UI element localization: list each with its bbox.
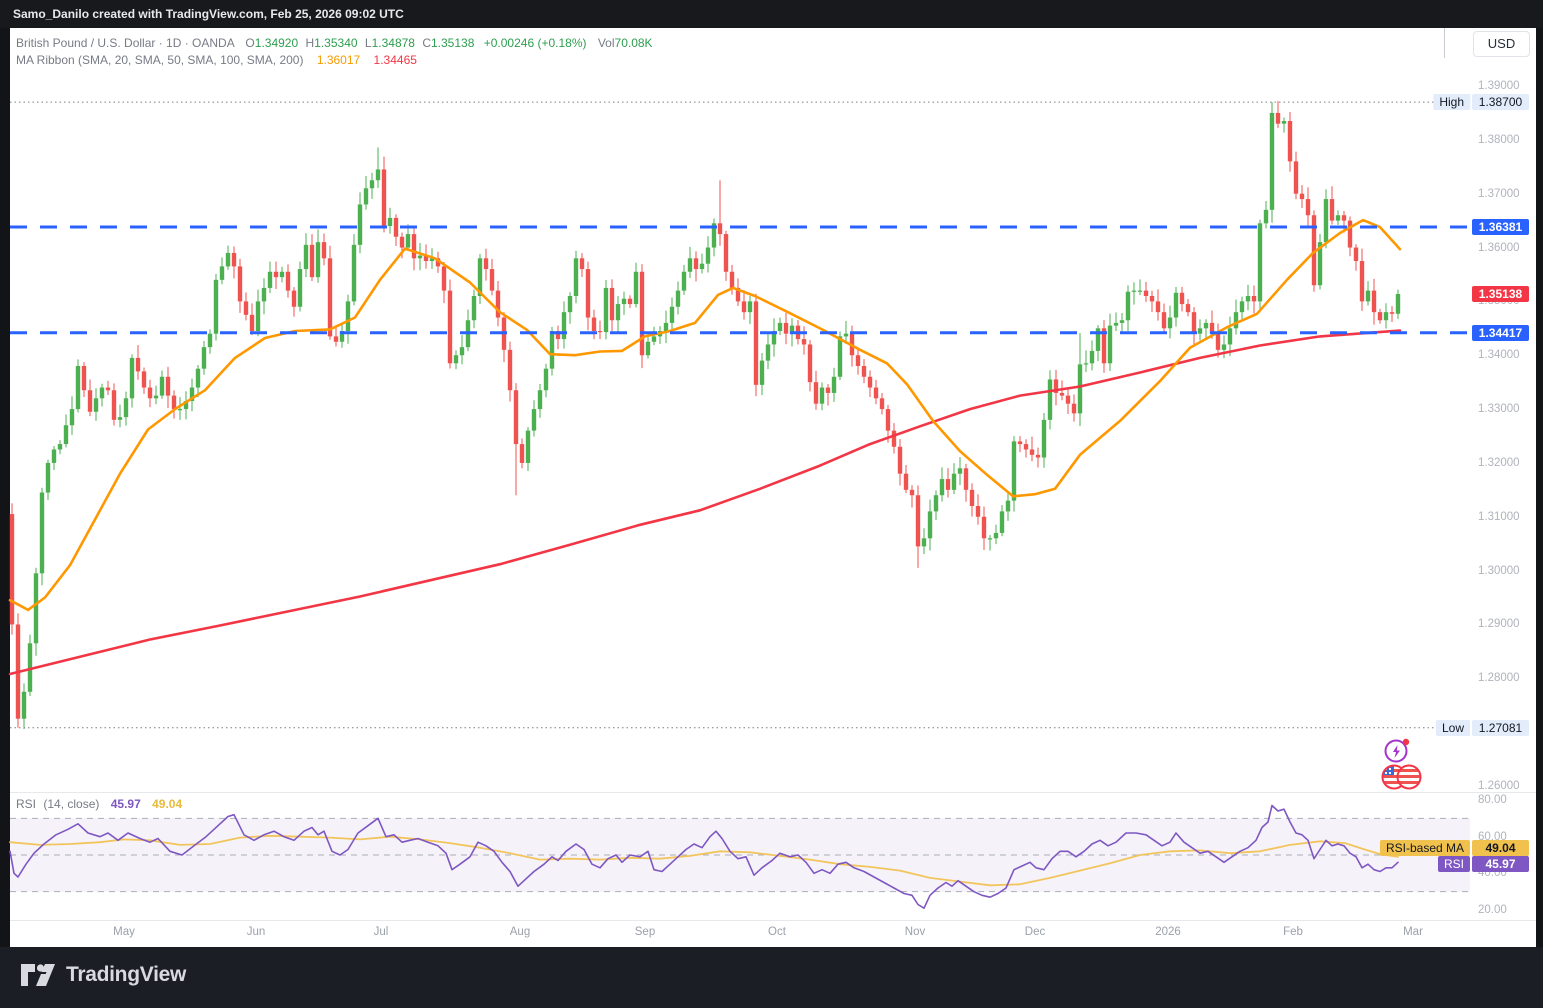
time-axis-month: Jun (246, 926, 266, 938)
credit-text: Samo_Danilo created with TradingView.com… (13, 7, 404, 21)
currency-button[interactable]: USD (1473, 31, 1530, 57)
indicator-legend[interactable]: MA Ribbon (SMA, 20, SMA, 50, SMA, 100, S… (16, 53, 417, 67)
price-tick: 1.28000 (1478, 672, 1520, 685)
low-value-label: 1.27081 (1472, 719, 1529, 736)
price-tick: 1.39000 (1478, 80, 1520, 92)
low-label: L (364, 36, 372, 50)
last-price-label: 1.35138 (1472, 285, 1529, 302)
low-value: 1.34878 (371, 36, 415, 50)
high-name-label: High (1433, 94, 1470, 111)
time-axis-month: May (113, 926, 135, 938)
indicator-value-1: 1.36017 (316, 53, 361, 67)
low-name-label: Low (1435, 719, 1470, 736)
rsi-float-value: 45.97 (1472, 856, 1529, 872)
price-tick: 1.31000 (1478, 510, 1520, 523)
indicator-name: MA Ribbon (SMA, 20, SMA, 50, SMA, 100, S… (16, 53, 304, 67)
rsi-tick: 60.00 (1478, 830, 1507, 843)
rsi-title: RSI (16, 797, 37, 811)
pane-separator[interactable] (10, 792, 1536, 793)
time-axis-month: Nov (904, 926, 926, 938)
time-axis-month: Jul (373, 926, 389, 938)
time-axis-month: Dec (1024, 926, 1046, 938)
axis-corner-line (1444, 28, 1445, 58)
rsi-value: 45.97 (110, 797, 141, 811)
bottom-bar (0, 947, 1543, 1008)
time-axis-month: Mar (1403, 926, 1423, 938)
price-tick: 1.38000 (1478, 133, 1520, 146)
rsi-legend[interactable]: RSI (14, close) 45.97 49.04 (16, 797, 182, 811)
open-value: 1.34920 (254, 36, 299, 50)
time-axis-separator (10, 920, 1536, 921)
time-axis-month: Feb (1283, 926, 1303, 938)
tradingview-logo-mark (21, 964, 55, 986)
rsi-params: (14, close) (43, 797, 100, 811)
time-axis-month: Sep (634, 926, 656, 938)
open-label: O (245, 36, 255, 50)
time-axis-month: 2026 (1155, 926, 1181, 938)
resistance-price-label: 1.36381 (1472, 219, 1529, 236)
support-price-label: 1.34417 (1472, 324, 1529, 341)
price-tick: 1.36000 (1478, 241, 1520, 254)
indicator-value-2: 1.34465 (373, 53, 417, 67)
change-value: +0.00246 (+0.18%) (483, 36, 587, 50)
volume-label: Vol (597, 36, 615, 50)
boost-lightning-icon[interactable] (1383, 737, 1411, 765)
time-axis-month: Aug (509, 926, 531, 938)
price-tick: 1.33000 (1478, 403, 1520, 416)
credit-bar: Samo_Danilo created with TradingView.com… (0, 0, 1543, 28)
price-tick: 1.30000 (1478, 564, 1520, 577)
price-tick: 1.29000 (1478, 618, 1520, 631)
rsi-float-label: RSI (1437, 856, 1470, 872)
tradingview-logo-text: TradingView (66, 963, 187, 986)
rsi-ma-float-value: 49.04 (1472, 840, 1529, 856)
high-value: 1.35340 (314, 36, 358, 50)
close-label: C (422, 36, 431, 50)
rsi-ma-value: 49.04 (152, 797, 183, 811)
price-tick: 1.34000 (1478, 349, 1520, 362)
chart-background (10, 28, 1536, 947)
price-tick: 1.32000 (1478, 456, 1520, 469)
close-value: 1.35138 (431, 36, 475, 50)
rsi-ma-float-label: RSI-based MA (1379, 840, 1470, 856)
time-axis-month: Oct (768, 926, 786, 938)
currency-pair-flags-icon (1381, 764, 1422, 790)
rsi-tick: 80.00 (1478, 794, 1507, 806)
rsi-tick: 20.00 (1478, 904, 1507, 916)
tradingview-logo[interactable]: TradingView (20, 962, 186, 988)
volume-value: 70.08K (614, 36, 653, 50)
high-label: H (305, 36, 315, 50)
price-tick: 1.26000 (1478, 780, 1520, 792)
price-tick: 1.37000 (1478, 187, 1520, 200)
symbol-title: British Pound / U.S. Dollar · 1D · OANDA (16, 36, 235, 50)
symbol-legend[interactable]: British Pound / U.S. Dollar · 1D · OANDA… (16, 36, 653, 50)
high-value-label: 1.38700 (1472, 94, 1529, 111)
